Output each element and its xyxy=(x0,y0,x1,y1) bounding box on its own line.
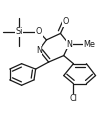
Text: O: O xyxy=(36,27,42,36)
Text: N: N xyxy=(36,46,42,55)
Text: Cl: Cl xyxy=(70,94,77,103)
Text: Me: Me xyxy=(84,40,96,49)
Text: N: N xyxy=(66,40,72,49)
Text: O: O xyxy=(63,17,69,26)
Text: Si: Si xyxy=(15,27,23,36)
